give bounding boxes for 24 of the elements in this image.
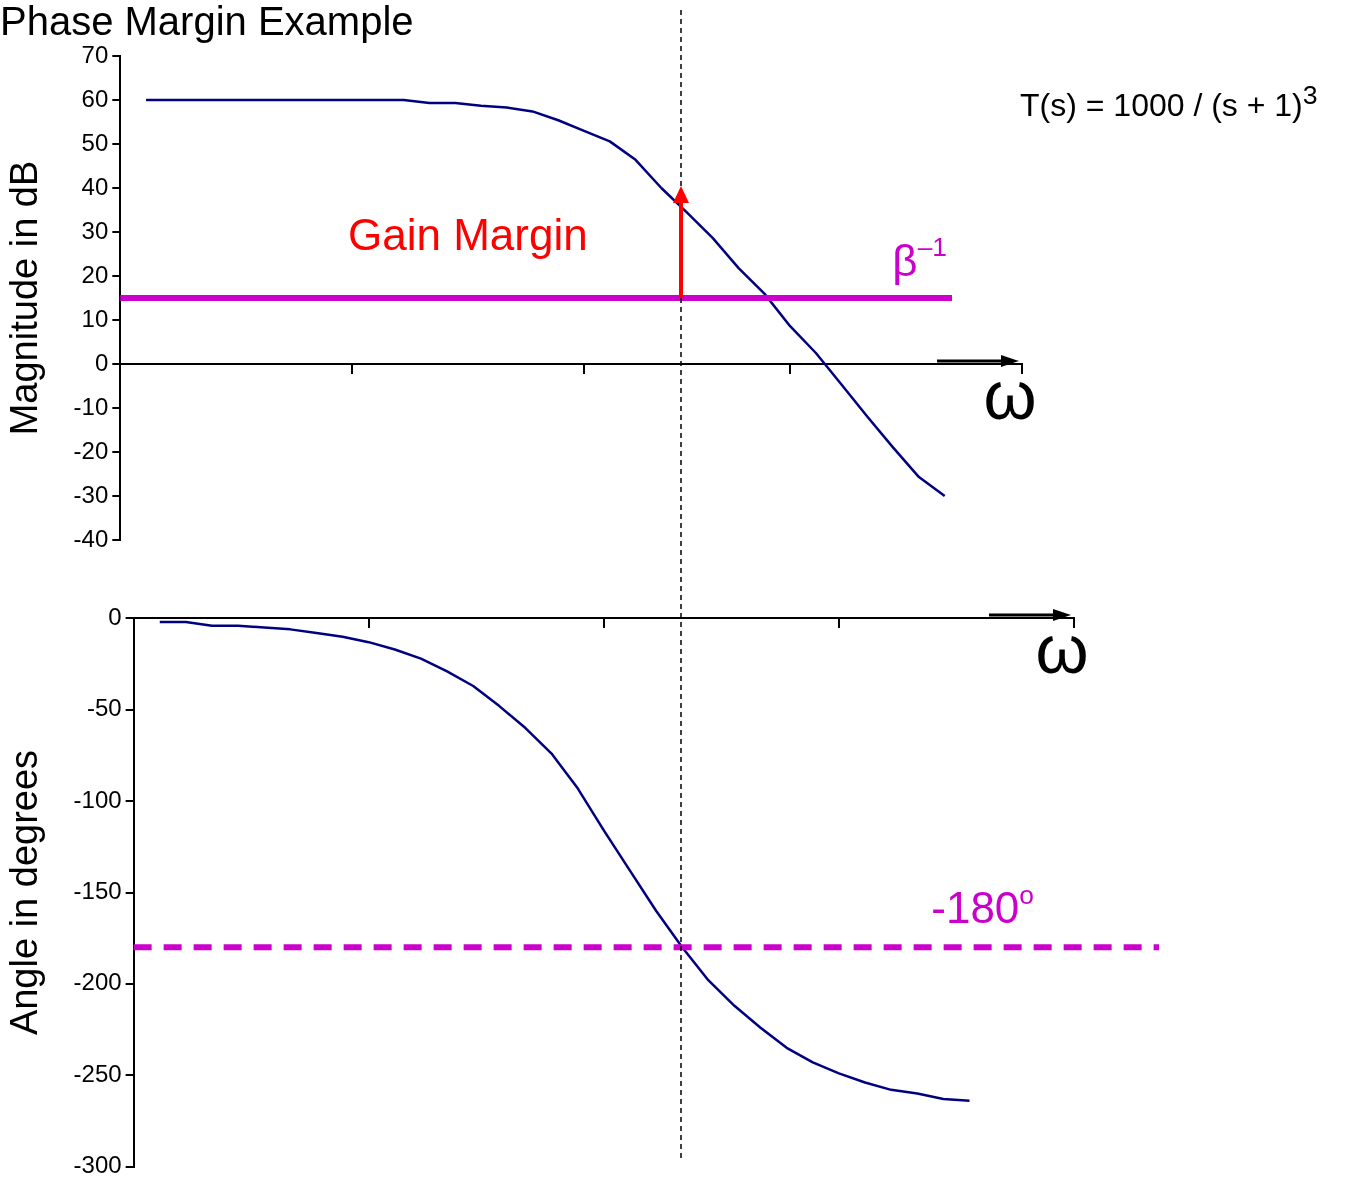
- y-tick-label: -30: [73, 480, 109, 508]
- y-tick-label: 30: [81, 216, 109, 244]
- y-axis-title: Angle in degrees: [3, 749, 46, 1036]
- annotation: Gain Margin: [348, 210, 588, 260]
- y-tick-label: -150: [73, 877, 122, 905]
- y-tick-label: -20: [73, 436, 109, 464]
- y-tick-label: -50: [86, 694, 122, 722]
- y-axis-title: Magnitude in dB: [3, 160, 46, 436]
- y-tick-label: -300: [73, 1151, 122, 1179]
- y-tick-label: 50: [81, 128, 109, 156]
- y-tick-label: -10: [73, 392, 109, 420]
- x-axis-title: ω: [983, 357, 1037, 433]
- y-tick-label: 20: [81, 260, 109, 288]
- y-tick-label: -100: [73, 785, 122, 813]
- y-tick-label: 60: [81, 84, 109, 112]
- y-tick-label: 0: [94, 348, 109, 376]
- y-tick-label: -250: [73, 1059, 122, 1087]
- annotation: T(s) = 1000 / (s + 1)$^{3}$: [1020, 80, 1318, 124]
- x-axis-title: ω: [1035, 611, 1089, 688]
- y-tick-label: -40: [73, 524, 109, 552]
- y-tick-label: -200: [73, 968, 122, 996]
- y-tick-label: 0: [108, 603, 122, 631]
- y-tick-label: 10: [81, 304, 109, 332]
- y-tick-label: 40: [81, 172, 109, 200]
